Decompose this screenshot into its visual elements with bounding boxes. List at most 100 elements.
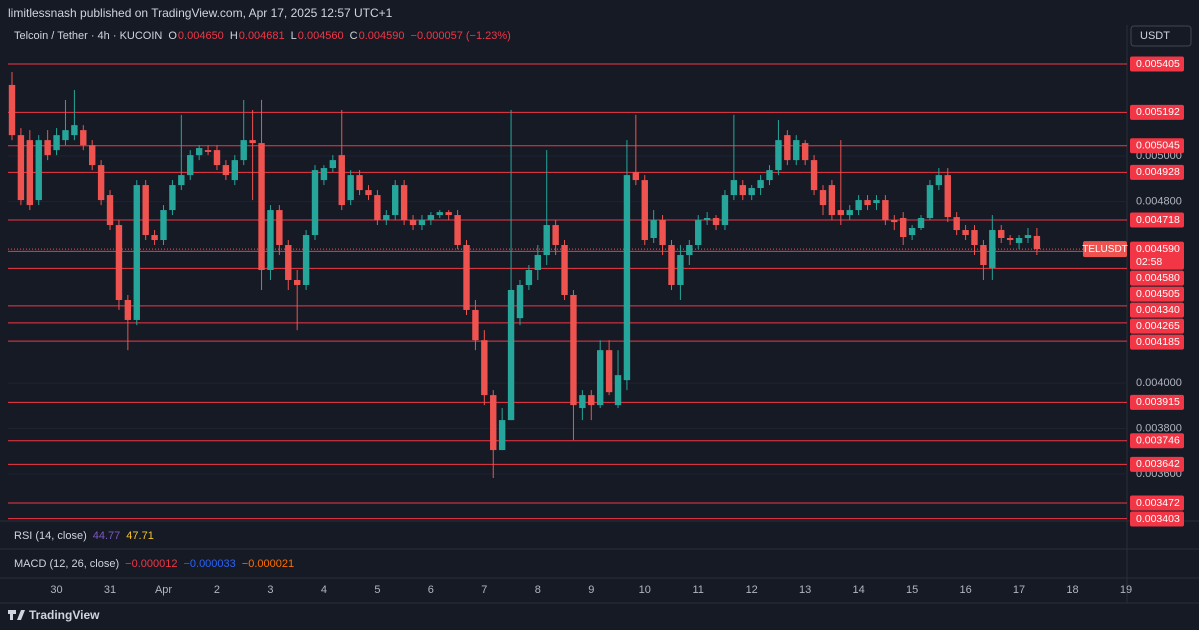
candle-body bbox=[980, 245, 987, 266]
candle-body bbox=[133, 185, 140, 320]
candle-body bbox=[213, 150, 221, 166]
candle-body bbox=[392, 185, 399, 216]
candle-body bbox=[900, 218, 907, 238]
candle-body bbox=[793, 140, 800, 161]
candle-body bbox=[472, 309, 479, 341]
ohlc-key: L bbox=[290, 30, 297, 42]
level-label: 0.003746 bbox=[1136, 435, 1180, 447]
symbol-label: TELUSDT bbox=[1082, 244, 1128, 255]
candle-body bbox=[329, 160, 337, 169]
marks bbox=[8, 72, 1041, 478]
candle-body bbox=[124, 299, 132, 320]
x-tick-label: 2 bbox=[214, 584, 220, 596]
candle-body bbox=[659, 220, 666, 246]
level-label: 0.003472 bbox=[1136, 497, 1180, 509]
y-tick-label: 0.004000 bbox=[1136, 377, 1182, 389]
level-label-box bbox=[1130, 212, 1184, 228]
indicator-value: −0.000033 bbox=[183, 558, 236, 570]
candle-body bbox=[757, 180, 764, 189]
x-tick-label: 8 bbox=[535, 584, 541, 596]
candle-body bbox=[400, 185, 408, 221]
candle-body bbox=[703, 218, 711, 221]
ohlc-value: 0.004650 bbox=[177, 30, 224, 42]
logo bbox=[8, 610, 25, 620]
candle-body bbox=[204, 150, 212, 152]
level-label-box bbox=[1130, 318, 1184, 334]
candle-body bbox=[151, 235, 158, 241]
candle-body bbox=[374, 195, 381, 221]
candle-body bbox=[989, 230, 996, 268]
candle-body bbox=[409, 220, 417, 226]
candle-body bbox=[490, 395, 497, 451]
level-label-box bbox=[1130, 334, 1184, 350]
change: −0.000057 (−1.23%) bbox=[410, 30, 511, 42]
candle-body bbox=[855, 200, 862, 211]
y-tick-label: 0.003800 bbox=[1136, 422, 1182, 434]
last-price-label-box bbox=[1130, 241, 1184, 270]
candle-body bbox=[44, 140, 51, 156]
indicator-value: −0.000021 bbox=[241, 558, 295, 570]
x-tick-label: 16 bbox=[959, 584, 971, 596]
ohlc-value: 0.004560 bbox=[297, 30, 344, 42]
candle-body bbox=[543, 225, 550, 256]
candle-body bbox=[1015, 237, 1023, 243]
indicator-rsi: RSI (14, close) 44.77 47.71 bbox=[14, 530, 160, 542]
legend: Telcoin / Tether · 4h · KUCOIN O0.004650 H… bbox=[14, 30, 517, 42]
candle-body bbox=[605, 350, 613, 393]
candle-body bbox=[293, 279, 301, 285]
candle-body bbox=[561, 245, 568, 295]
candle-body bbox=[97, 165, 105, 201]
level-label: 0.004340 bbox=[1136, 304, 1180, 316]
x-tick-label: 3 bbox=[267, 584, 273, 596]
level-label-box bbox=[1130, 456, 1184, 472]
candle-body bbox=[588, 395, 595, 406]
candle-body bbox=[926, 185, 934, 219]
level-label: 0.003915 bbox=[1136, 396, 1180, 408]
level-label-box bbox=[1130, 164, 1184, 180]
candle-body bbox=[819, 190, 827, 206]
candle-body bbox=[953, 217, 960, 231]
candle-body bbox=[231, 160, 238, 181]
ohlc-key: O bbox=[168, 30, 177, 42]
candle-body bbox=[596, 350, 604, 406]
candle-body bbox=[712, 218, 720, 226]
candle-body bbox=[445, 212, 452, 216]
candle-body bbox=[873, 200, 880, 204]
candle-body bbox=[454, 215, 461, 246]
candle-body bbox=[463, 245, 470, 310]
candle-body bbox=[908, 227, 916, 236]
candle-body bbox=[276, 210, 283, 246]
candle-body bbox=[579, 395, 586, 409]
candle-body bbox=[17, 135, 25, 201]
candle-body bbox=[837, 210, 845, 216]
level-label: 0.005045 bbox=[1136, 140, 1180, 152]
x-tick-label: 18 bbox=[1066, 584, 1078, 596]
level-label-box bbox=[1130, 394, 1184, 410]
x-tick-label: 7 bbox=[481, 584, 487, 596]
level-label-box bbox=[1130, 104, 1184, 120]
level-label-box bbox=[1130, 433, 1184, 449]
candle-body bbox=[1006, 237, 1014, 241]
candle-body bbox=[801, 143, 809, 161]
currency-box[interactable] bbox=[1130, 25, 1192, 47]
candle-body bbox=[62, 130, 69, 141]
candle-body bbox=[187, 155, 194, 176]
candle-body bbox=[481, 340, 488, 396]
level-label: 0.005405 bbox=[1136, 58, 1180, 70]
indicator-name: RSI (14, close) bbox=[14, 530, 87, 542]
x-tick-label: 30 bbox=[50, 584, 62, 596]
candle-body bbox=[882, 200, 889, 221]
level-label: 0.004185 bbox=[1136, 336, 1180, 348]
candle-body bbox=[8, 84, 16, 136]
y-tick-label: 0.004800 bbox=[1136, 195, 1182, 207]
candle-body bbox=[944, 175, 951, 218]
candle-body bbox=[721, 195, 729, 226]
level-label-box bbox=[1130, 270, 1184, 286]
candle-body bbox=[142, 185, 149, 236]
candle-body bbox=[570, 294, 577, 406]
level-label-box bbox=[1130, 511, 1184, 527]
indicator-macd: MACD (12, 26, close) −0.000012 −0.000033 −0… bbox=[14, 558, 300, 570]
candle-body bbox=[267, 210, 274, 271]
candle-body bbox=[686, 245, 693, 256]
